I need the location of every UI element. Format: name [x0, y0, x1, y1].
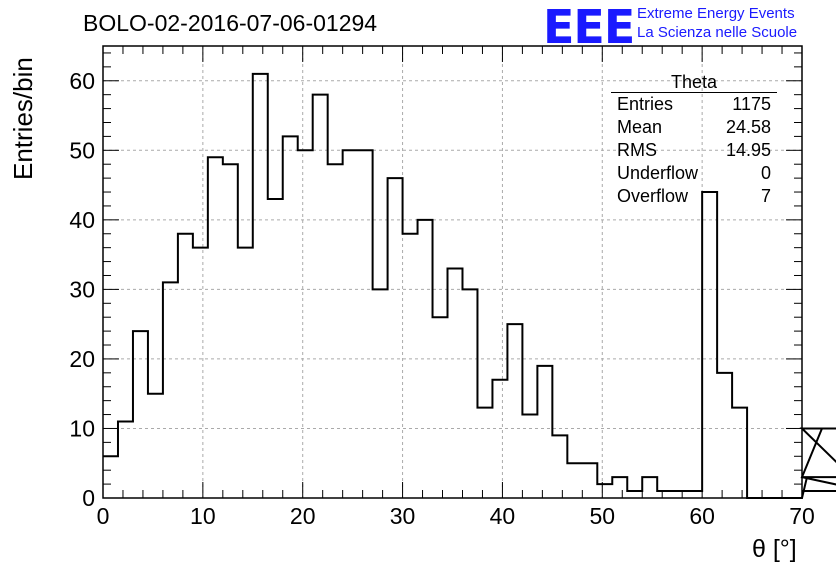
stats-row: Overflow 7 [611, 185, 777, 208]
logo-line-1: Extreme Energy Events [637, 5, 795, 22]
x-tick-label: 60 [689, 503, 715, 529]
stats-value: 0 [760, 163, 771, 183]
x-tick-label: 40 [490, 503, 516, 529]
histogram-line [103, 72, 836, 499]
x-tick-label: 0 [97, 503, 110, 529]
stats-label: Entries [617, 94, 674, 114]
stats-box: Theta Entries 1175 Mean 24.58 RMS 14.95 Underf… [611, 72, 777, 208]
chart-title: BOLO-02-2016-07-06-01294 [83, 10, 378, 36]
logo-line-2: La Scienza nelle Scuole [637, 24, 798, 41]
stats-title: Theta [611, 72, 777, 93]
stats-value: 7 [760, 186, 771, 206]
y-tick-label: 50 [69, 137, 95, 163]
plot-frame [102, 45, 803, 499]
stats-value: 14.95 [725, 140, 771, 160]
stats-row: Entries 1175 [611, 93, 777, 116]
logo-caption: Extreme Energy Events La Scienza nelle S… [637, 4, 797, 42]
x-tick-label: 70 [789, 503, 815, 529]
x-tick-label: 20 [290, 503, 316, 529]
y-tick-label: 20 [69, 346, 95, 372]
y-tick-label: 60 [69, 68, 95, 94]
stats-label: Underflow [617, 163, 699, 183]
stats-row: Underflow 0 [611, 162, 777, 185]
stats-rows: Entries 1175 Mean 24.58 RMS 14.95 Underflow 0 Ov… [611, 93, 777, 208]
stats-label: RMS [617, 140, 657, 160]
stats-row: Mean 24.58 [611, 116, 777, 139]
grid-lines [103, 46, 802, 498]
stats-row: RMS 14.95 [611, 139, 777, 162]
x-tick-label: 50 [589, 503, 615, 529]
stats-label: Mean [617, 117, 663, 137]
x-tick-label: 10 [190, 503, 216, 529]
x-tick-label: 30 [390, 503, 416, 529]
y-tick-label: 0 [82, 485, 95, 511]
stats-value: 1175 [732, 94, 771, 114]
stats-label: Overflow [617, 186, 689, 206]
y-tick-label: 10 [69, 415, 95, 441]
y-tick-label: 30 [69, 276, 95, 302]
eee-logo: EEE [543, 0, 635, 54]
y-tick-label: 40 [69, 207, 95, 233]
y-axis-label: Entries/bin [8, 57, 38, 180]
axis-ticks [102, 46, 803, 499]
stats-value: 24.58 [725, 117, 771, 137]
x-axis-label: θ [°] [752, 535, 797, 563]
